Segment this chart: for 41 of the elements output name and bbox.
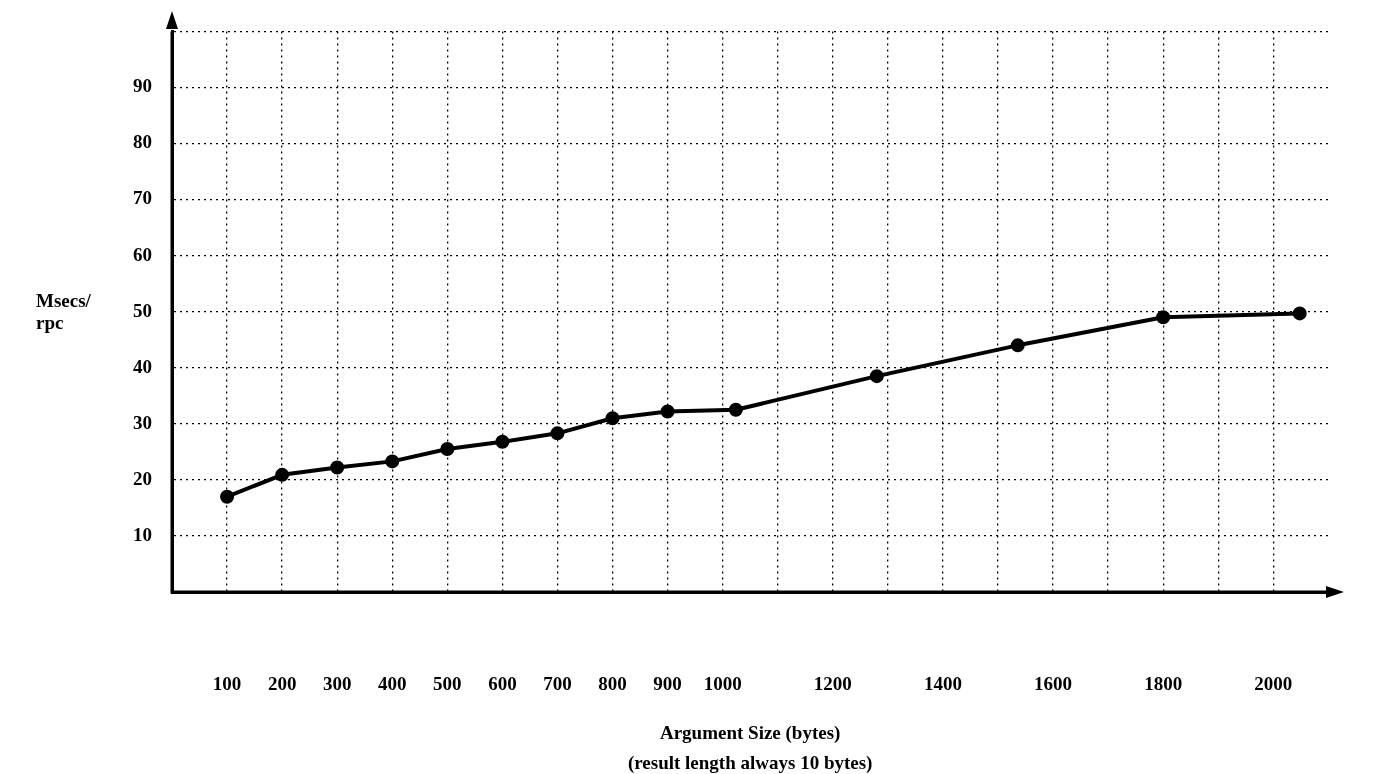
point bbox=[550, 426, 565, 441]
y-tick-label: 40 bbox=[133, 355, 152, 377]
x-axis-title: Argument Size (bytes) bbox=[659, 721, 841, 744]
point bbox=[869, 369, 884, 384]
x-tick-label: 400 bbox=[378, 673, 407, 695]
x-tick-label: 1600 bbox=[1034, 673, 1073, 695]
point bbox=[728, 402, 743, 417]
x-tick-label: 300 bbox=[322, 673, 352, 695]
x-tick-label: 1000 bbox=[703, 673, 742, 695]
point bbox=[275, 467, 290, 482]
point bbox=[660, 404, 675, 419]
y-tick-label: 50 bbox=[133, 299, 152, 321]
y-tick-label: 10 bbox=[133, 523, 152, 545]
point bbox=[330, 460, 345, 475]
point bbox=[605, 411, 620, 426]
y-axis-title: Msecs/ rpc bbox=[36, 290, 92, 334]
point bbox=[1156, 310, 1171, 325]
y-tick-label: 70 bbox=[133, 187, 152, 209]
x-tick-label: 500 bbox=[433, 673, 462, 695]
point bbox=[495, 434, 510, 449]
x-tick-label: 1400 bbox=[923, 673, 962, 695]
point bbox=[1292, 306, 1307, 321]
point bbox=[385, 454, 400, 469]
text: (result length always 10 bytes) bbox=[627, 751, 873, 774]
y-tick-label: 30 bbox=[133, 411, 152, 433]
y-tick-label: 20 bbox=[133, 467, 152, 489]
x-tick-label: 1200 bbox=[813, 673, 852, 695]
x-tick-label: 200 bbox=[267, 673, 297, 695]
y-tick-label: 90 bbox=[133, 75, 152, 97]
x-tick-label: 800 bbox=[598, 673, 627, 695]
x-tick-label: 700 bbox=[543, 673, 572, 695]
x-tick-label: 900 bbox=[653, 673, 682, 695]
x-tick-label: 600 bbox=[488, 673, 517, 695]
point bbox=[220, 489, 235, 504]
point bbox=[1010, 338, 1025, 353]
x-tick-label: 2000 bbox=[1254, 673, 1293, 695]
point bbox=[440, 442, 455, 457]
y-tick-label: 60 bbox=[133, 243, 152, 265]
y-tick-label: 80 bbox=[133, 131, 152, 153]
x-tick-label: 1800 bbox=[1144, 673, 1183, 695]
x-tick-label: 100 bbox=[212, 673, 242, 695]
